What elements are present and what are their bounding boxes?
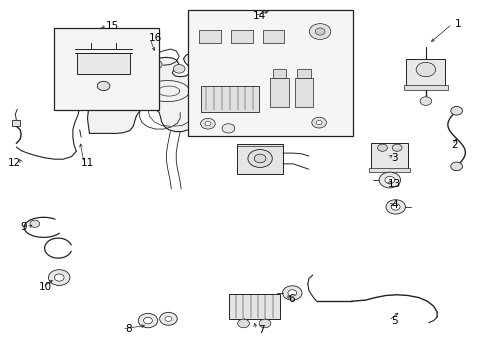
Polygon shape [87, 51, 255, 134]
Bar [403, 85, 447, 90]
Circle shape [254, 154, 265, 163]
Circle shape [222, 124, 234, 133]
Bar [54, 28, 159, 110]
Circle shape [259, 319, 270, 328]
Text: 15: 15 [106, 21, 119, 31]
Circle shape [391, 144, 401, 151]
Bar [370, 143, 407, 168]
Circle shape [384, 176, 394, 184]
Circle shape [450, 107, 462, 115]
Circle shape [30, 220, 40, 227]
Circle shape [315, 28, 325, 35]
Text: 6: 6 [287, 294, 294, 304]
Circle shape [384, 179, 394, 186]
Circle shape [311, 117, 326, 128]
Circle shape [419, 97, 431, 105]
Circle shape [247, 149, 272, 167]
Text: 13: 13 [387, 179, 401, 189]
Circle shape [149, 60, 162, 69]
Circle shape [377, 144, 386, 151]
Bar [77, 53, 130, 74]
Circle shape [385, 200, 405, 214]
Bar [200, 86, 259, 112]
Circle shape [287, 290, 296, 296]
Text: 9: 9 [21, 222, 27, 232]
Bar [262, 30, 284, 43]
Circle shape [164, 316, 171, 321]
Circle shape [97, 81, 110, 91]
Circle shape [378, 172, 400, 188]
Text: 2: 2 [450, 140, 457, 150]
Text: 10: 10 [39, 282, 52, 292]
Bar [406, 59, 445, 87]
Bar [12, 120, 20, 126]
Circle shape [138, 314, 158, 328]
Circle shape [204, 122, 210, 126]
Circle shape [54, 274, 64, 281]
Circle shape [237, 319, 249, 328]
Circle shape [309, 24, 330, 40]
Text: 1: 1 [454, 19, 461, 29]
Circle shape [159, 312, 177, 325]
Text: 7: 7 [258, 325, 264, 335]
Bar [236, 144, 283, 174]
Text: 12: 12 [8, 158, 21, 168]
Text: 16: 16 [149, 33, 162, 43]
Circle shape [316, 121, 322, 125]
Bar [272, 69, 286, 78]
Bar [199, 30, 221, 43]
Circle shape [415, 62, 435, 77]
Bar [228, 294, 279, 319]
Bar [294, 78, 313, 107]
Circle shape [173, 64, 184, 73]
Text: 11: 11 [81, 158, 94, 168]
Circle shape [390, 204, 399, 210]
Text: 8: 8 [125, 324, 131, 334]
Bar [270, 78, 288, 107]
Bar [368, 168, 409, 172]
Text: 4: 4 [390, 200, 397, 210]
Bar [297, 69, 310, 78]
Text: 3: 3 [390, 153, 397, 163]
Bar [230, 30, 252, 43]
Circle shape [48, 270, 70, 285]
Text: 5: 5 [390, 316, 397, 325]
Circle shape [143, 318, 152, 324]
Bar [188, 10, 352, 136]
Circle shape [282, 286, 302, 300]
Circle shape [450, 162, 462, 171]
Text: 14: 14 [252, 11, 265, 21]
Circle shape [200, 118, 215, 129]
